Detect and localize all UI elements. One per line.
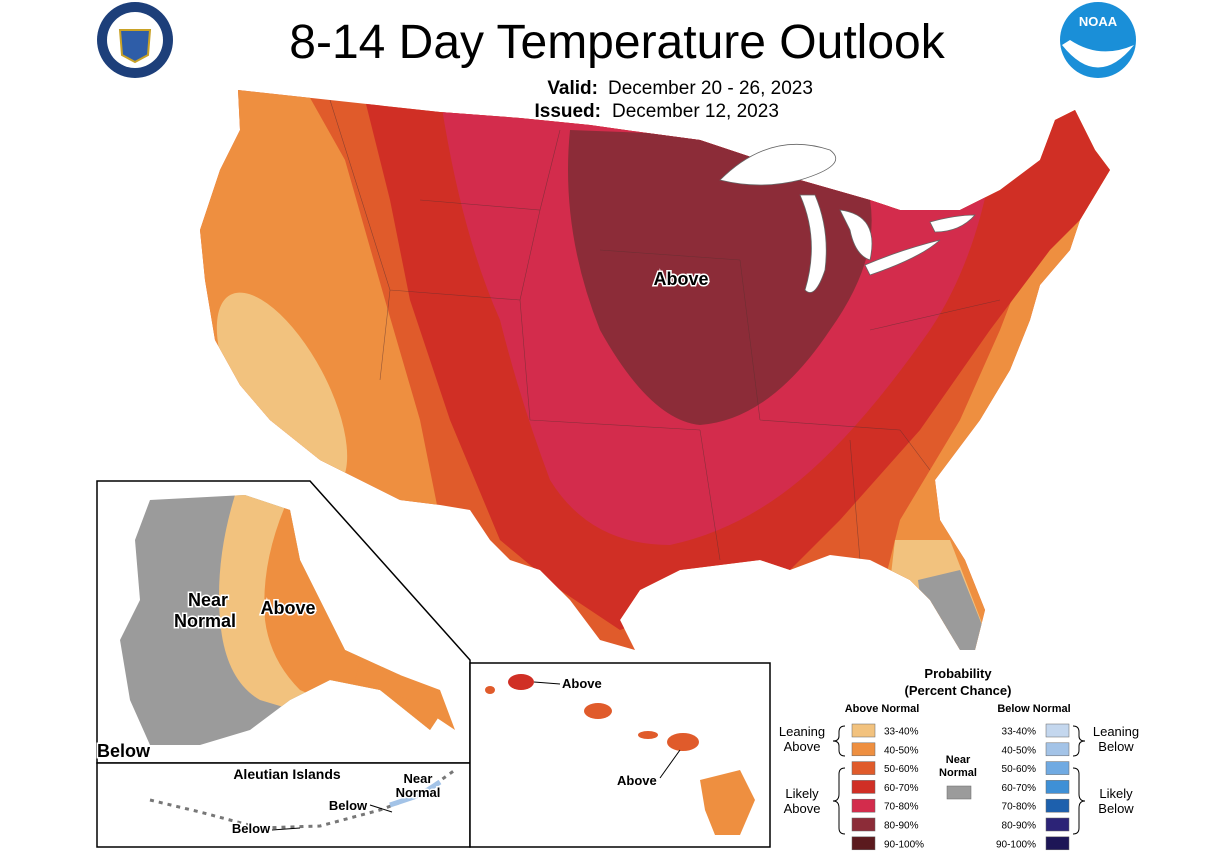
legend-label: 60-70% [884,783,919,794]
legend-group: Likely [1099,786,1133,801]
legend-label: 70-80% [884,802,919,813]
map-label: Above [653,269,708,289]
legend-label: 80-90% [1002,821,1037,832]
legend-label: 50-60% [1002,764,1037,775]
map-label: Above [260,598,315,618]
legend-label: 33-40% [884,727,919,738]
legend-title: Probability [924,666,992,681]
noaa-logo: NOAA [1060,2,1136,78]
legend-label: 60-70% [1002,783,1037,794]
legend-swatch [1045,761,1070,775]
map-label: Above [617,773,657,788]
legend-title: (Percent Chance) [905,683,1012,698]
legend-swatch [1045,798,1070,813]
logo-text: NOAA [1079,14,1118,29]
legend-swatch [851,742,876,757]
legend-label: 50-60% [884,764,919,775]
issued-label: Issued: [534,101,601,122]
legend-near: Near [946,754,971,766]
legend-label: 70-80% [1002,802,1037,813]
legend-label: 90-100% [996,839,1036,850]
legend-swatch [946,785,972,800]
hawaii-map [485,674,755,835]
legend-label: 40-50% [884,745,919,756]
legend-group: Below [1098,801,1134,816]
legend-swatch [851,723,876,738]
map-label: Below [329,798,368,813]
legend-swatch [1045,742,1070,757]
legend-group: Above [784,801,821,816]
legend-swatch [851,817,876,832]
legend-group: Leaning [1093,724,1139,739]
legend-group: Above [784,739,821,754]
legend-heading: Below Normal [997,703,1070,715]
inset-title: Aleutian Islands [233,766,341,782]
legend-near: Normal [939,767,977,779]
great-lakes [719,143,976,293]
valid-label: Valid: [547,78,598,99]
legend-swatch [1045,723,1070,738]
title: 8-14 Day Temperature Outlook [289,16,945,69]
legend-swatch [851,798,876,813]
legend-swatch [1045,780,1070,794]
alaska-panhandle [355,660,455,730]
issued-date: December 12, 2023 [612,101,779,122]
valid-date: December 20 - 26, 2023 [608,78,813,99]
legend-group: Below [1098,739,1134,754]
doc-seal [97,2,173,78]
map-label: Below [97,741,151,761]
map-label: Normal [396,785,441,800]
legend-label: 90-100% [884,839,924,850]
aleutian-inset [96,762,471,848]
legend-swatch [851,761,876,775]
legend-heading: Above Normal [845,703,920,715]
legend-group: Leaning [779,724,825,739]
legend-swatch [851,836,876,851]
map-label: Normal [174,611,236,631]
map-label: Below [232,821,271,836]
legend-label: 80-90% [884,821,919,832]
legend-label: 40-50% [1002,745,1037,756]
legend: Probability (Percent Chance) Above Norma… [779,666,1139,850]
legend-label: 33-40% [1002,727,1037,738]
legend-swatch [851,780,876,794]
legend-group: Likely [785,786,819,801]
map-label: Above [562,676,602,691]
legend-swatch [1045,817,1070,832]
map-label: Near [188,590,228,610]
map-label: Near [404,771,433,786]
legend-swatch [1045,836,1070,851]
